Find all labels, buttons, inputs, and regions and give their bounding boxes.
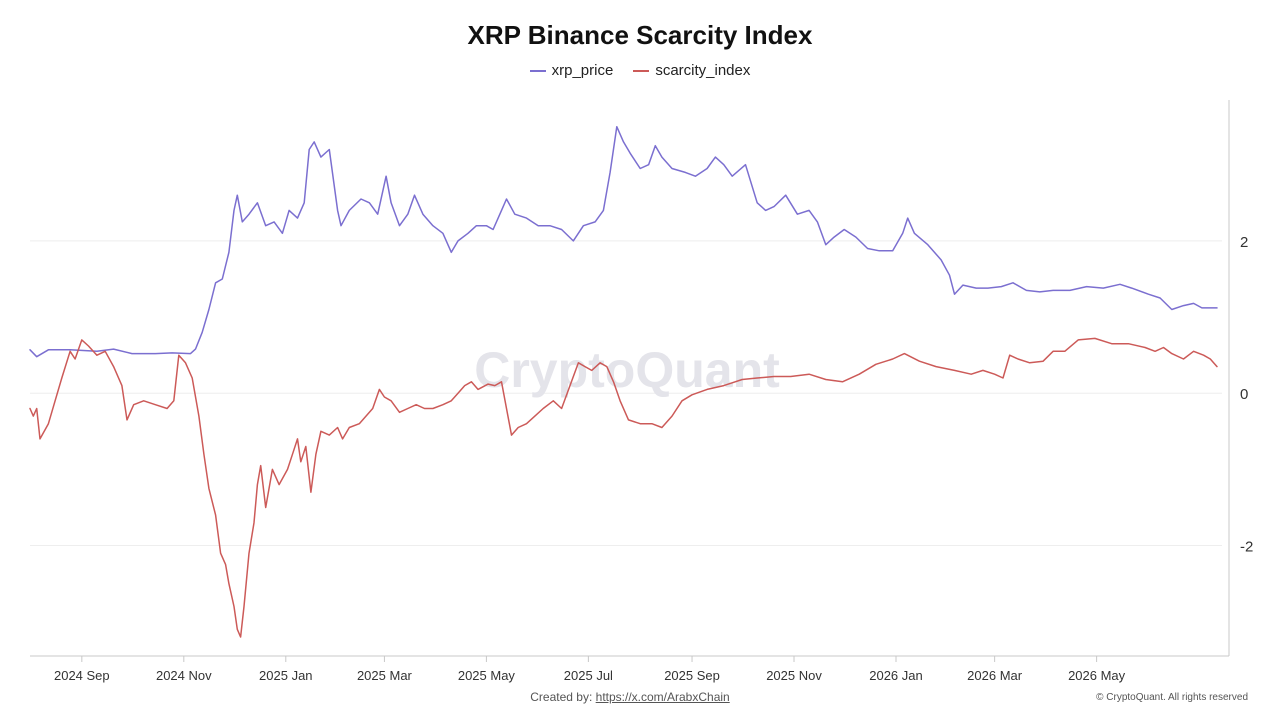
x-tick-label: 2025 Sep (664, 668, 720, 683)
axes (30, 100, 1230, 662)
series-line-xrp-price[interactable] (29, 125, 1218, 358)
x-tick-label: 2025 Jul (564, 668, 613, 683)
y-tick-label: 0 (1240, 386, 1248, 403)
created-by-label: Created by: (530, 690, 593, 704)
legend-swatch-xrp-price (529, 69, 546, 72)
legend-label-xrp-price: xrp_price (551, 62, 614, 79)
x-tick-label: 2026 Jan (869, 668, 923, 683)
legend-swatch-scarcity-index (633, 69, 650, 72)
x-tick-label: 2025 Nov (766, 668, 822, 683)
chart-title: XRP Binance Scarcity Index (467, 20, 813, 50)
chart-legend: xrp_price scarcity_index (0, 62, 1280, 79)
x-tick-label: 2024 Nov (156, 668, 212, 683)
x-tick-label: 2026 May (1068, 668, 1126, 683)
legend-item-scarcity-index[interactable]: scarcity_index (633, 62, 750, 79)
legend-item-xrp-price[interactable]: xrp_price (529, 62, 614, 79)
copyright-text: © CryptoQuant. All rights reserved (1096, 692, 1248, 703)
created-by-link[interactable]: https://x.com/ArabxChain (595, 690, 730, 704)
x-tick-label: 2025 Mar (357, 668, 413, 683)
series-line-scarcity-index[interactable] (29, 337, 1218, 638)
gridlines (30, 240, 1222, 547)
series-lines (29, 125, 1218, 638)
tick-labels: 2 0 -2 2024 Sep 2024 Nov 2025 Jan 2025 Mar 2025… (54, 234, 1253, 683)
watermark-text: CryptoQuant (474, 342, 780, 398)
x-tick-label: 2025 May (458, 668, 516, 683)
y-tick-label: 2 (1240, 234, 1248, 251)
y-tick-label: -2 (1240, 539, 1253, 556)
x-tick-label: 2024 Sep (54, 668, 110, 683)
x-tick-label: 2026 Mar (967, 668, 1023, 683)
x-tick-label: 2025 Jan (259, 668, 313, 683)
legend-label-scarcity-index: scarcity_index (655, 62, 751, 79)
footer-credit: Created by: https://x.com/ArabxChain (0, 690, 1260, 704)
